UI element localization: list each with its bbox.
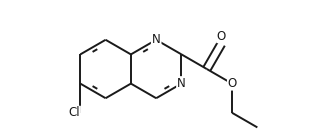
Text: N: N	[177, 77, 186, 90]
Text: N: N	[152, 33, 161, 46]
Text: O: O	[227, 77, 237, 90]
Text: O: O	[217, 30, 226, 43]
Text: Cl: Cl	[69, 106, 80, 119]
